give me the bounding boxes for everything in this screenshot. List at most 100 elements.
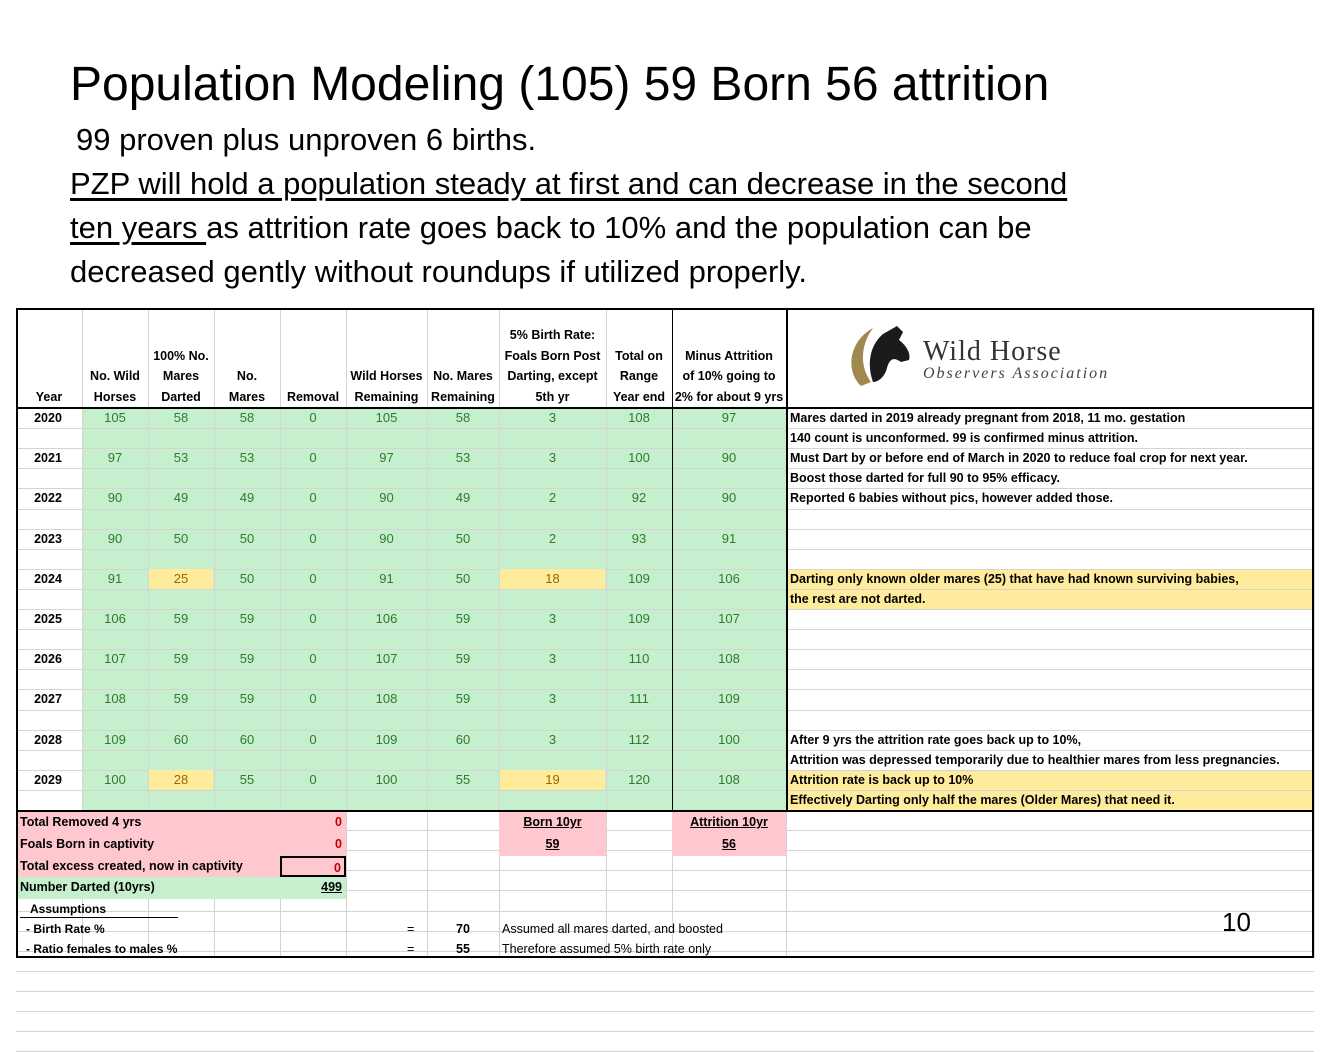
column-header-line: Mares [162,369,200,384]
table-cell: 55 [239,771,255,787]
assumptions-underline [20,917,178,919]
column-header: Wild Horses Remaining [346,366,427,407]
summary-shading [16,812,346,878]
column-header-line: Wild Horses [350,369,423,384]
grid-line [16,709,1314,711]
subtitle-line-3-underlined: ten years [70,210,207,245]
population-table: Wild Horse Observers Association Year No.… [16,308,1315,1052]
table-cell: 19 [500,769,605,790]
column-header: Minus Attrition of 10% going to 2% for abo… [672,346,786,407]
table-cell: 59 [173,611,189,626]
table-cell: 97 [721,410,737,425]
table-border [672,308,673,812]
table-cell: 112 [628,731,650,747]
table-cell: 49 [455,490,471,506]
table-cell: 58 [239,410,255,425]
table-cell: 3 [548,691,557,707]
birth_rate-value: 70 [456,922,470,937]
table-cell: 108 [104,691,126,707]
table-border [16,308,18,958]
table-cell: 60 [173,731,189,747]
table-cell: 107 [104,651,126,667]
column-header-line: Removal [286,389,340,404]
grid-line [16,789,1314,791]
grid-line [16,830,1314,832]
column-header-line: 5th yr [535,389,570,404]
slide-title: Population Modeling (105) 59 Born 56 att… [70,58,1050,111]
year-cell: 2023 [34,531,62,546]
column-header-line: Remaining [431,389,495,404]
table-cell: 53 [173,450,189,466]
subtitle-line-1: 99 proven plus unproven 6 births. [76,122,537,157]
table-cell: 105 [104,410,126,425]
note-text: Attrition rate is back up to 10% [790,772,974,787]
grid-line [214,308,215,958]
table-border [16,308,1314,310]
grid-line [16,930,1314,932]
darted-label: Number Darted (10yrs) [20,880,155,895]
column-header-line: No. [236,369,258,384]
column-header-line: Foals Born Post [504,348,601,363]
table-cell: 100 [718,731,740,747]
table-cell: 3 [548,651,557,667]
table-cell: 108 [718,771,740,787]
ratio-note: Therefore assumed 5% birth rate only [502,942,712,957]
table-border [16,810,1314,812]
grid-line [16,870,1314,872]
darted-value: 499 [321,880,342,895]
attrition-shading [672,812,786,856]
table-cell: 91 [107,570,123,586]
logo-subtitle: Observers Association [923,365,1109,382]
grid-line [16,749,1314,751]
column-header-line: Minus Attrition [685,348,773,363]
table-cell: 2 [548,530,557,546]
column-header: No. Mares Remaining [427,366,499,407]
table-cell: 49 [173,490,189,506]
table-cell: 109 [104,731,126,747]
born-label: Born 10yr [523,815,582,829]
grid-line [346,308,347,958]
grid-line [16,950,1314,952]
table-cell: 90 [107,530,123,546]
column-header: Removal [280,387,346,407]
column-header-line: No. Mares [433,369,493,384]
table-cell: 109 [375,731,398,747]
column-header-line: Remaining [354,389,419,404]
table-cell: 58 [455,410,471,425]
year-cell: 2028 [34,732,62,747]
table-cell: 50 [173,530,189,546]
table-cell: 0 [309,570,317,586]
table-cell: 0 [309,611,317,626]
year-cell: 2022 [34,491,62,506]
table-cell: 92 [631,490,647,506]
table-cell: 18 [500,568,605,589]
grid-line [16,588,1314,590]
grid-line [16,448,1314,450]
note-text: Reported 6 babies without pics, however … [790,491,1113,506]
grid-line [82,308,83,958]
table-border [786,308,788,812]
table-cell: 109 [628,570,650,586]
grid-line [16,508,1314,510]
table-border [16,956,1314,958]
table-cell: 109 [718,691,740,707]
table-cell: 106 [718,570,740,586]
table-cell: 0 [309,410,317,425]
year-cell: 2021 [34,451,62,466]
table-cell: 93 [631,530,647,546]
column-header-line: Total on [615,348,663,363]
column-header-line: 5% Birth Rate: [509,328,596,343]
column-header-line: Year end [612,389,666,404]
grid-line [16,609,1314,610]
note-text: Boost those darted for full 90 to 95% ef… [790,471,1060,486]
birth_rate-label: - Birth Rate % [26,922,105,937]
ratio-equals: = [407,942,415,957]
wild-horse-logo: Wild Horse Observers Association [831,316,1161,396]
grid-line [16,990,1314,992]
birth_rate-equals: = [407,922,415,937]
year-cell: 2027 [34,692,62,707]
excess-value: 0 [280,855,346,878]
table-cell: 90 [721,450,737,466]
table-cell: 120 [628,771,650,787]
year-cell: 2024 [34,571,62,586]
